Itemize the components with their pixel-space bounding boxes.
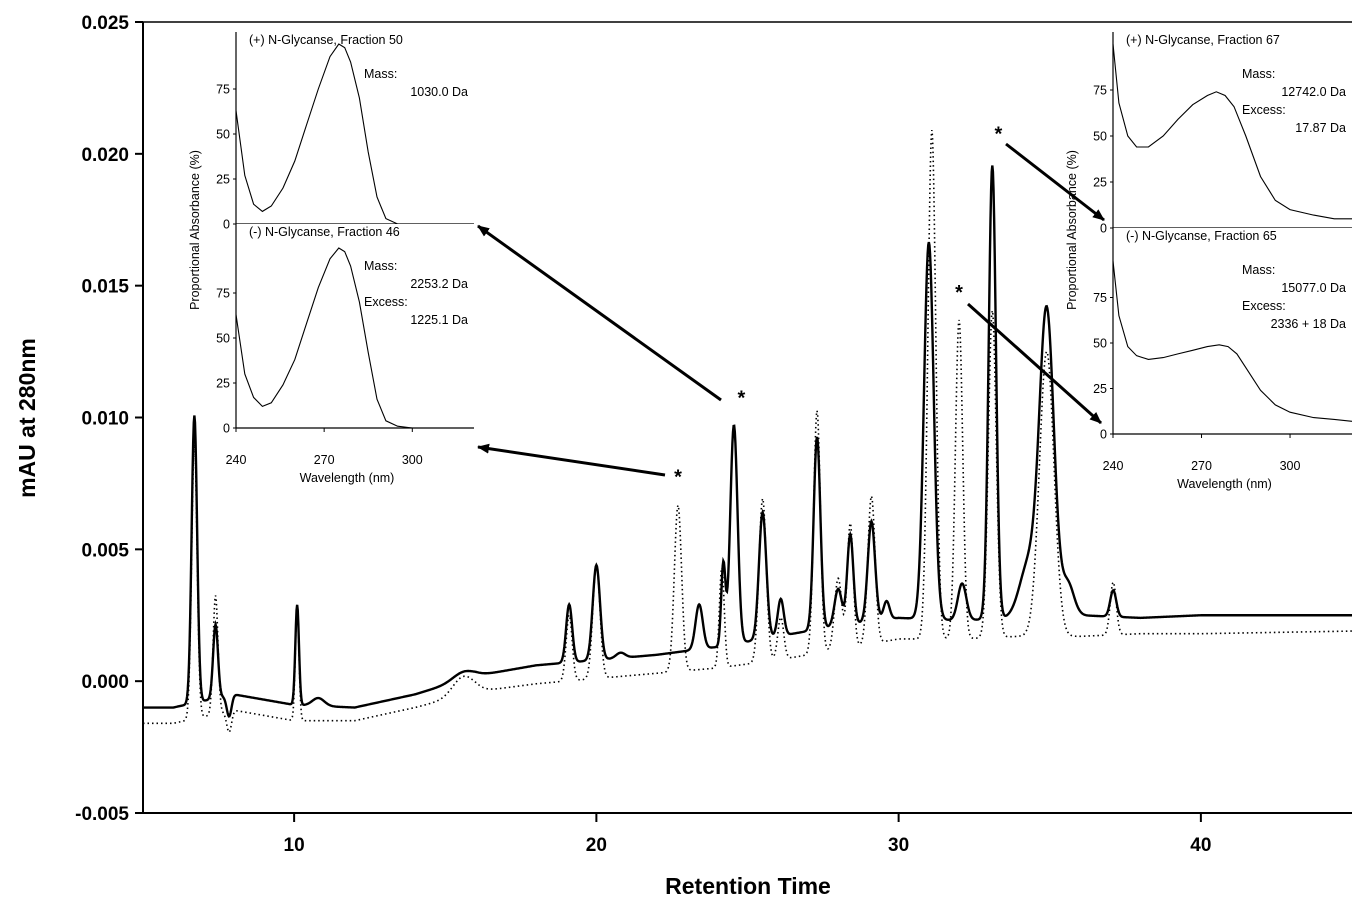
inset-title: (-) N-Glycanse, Fraction 65	[1126, 229, 1277, 243]
inset-x-tick-label: 270	[1191, 459, 1212, 473]
inset-y-tick-label: 25	[1093, 382, 1107, 396]
inset-x-tick-label: 240	[226, 453, 247, 467]
inset-y-tick-label: 0	[1100, 428, 1107, 442]
inset-x-axis-ticks: 240 270 300 Wavelength (nm)	[1103, 434, 1301, 491]
peak-marker-asterisk: *	[955, 282, 963, 304]
peak-marker-asterisk: *	[994, 124, 1002, 146]
y-tick-label: 0.000	[81, 672, 129, 693]
inset-panel: 75 50 25 0 (-) N-Glycanse, Fraction 65 Mass: 1…	[1093, 228, 1352, 442]
inset-x-axis-title: Wavelength (nm)	[300, 471, 395, 485]
inset-y-tick-label: 25	[1093, 176, 1107, 190]
inset-y-tick-label: 50	[216, 332, 230, 346]
inset-annotation-label: Mass:	[364, 67, 397, 81]
inset-panel: 75 50 25 0 (+) N-Glycanse, Fraction 67 Mass: 1…	[1093, 32, 1352, 236]
inset-y-axis-title: Proportional Absorbance (%)	[188, 150, 202, 310]
y-axis-ticks: -0.005 0.000 0.005 0.010 0.015 0.020 0.025	[75, 13, 143, 825]
inset-annotation-label: Excess:	[1242, 299, 1286, 313]
inset-annotation-label: Mass:	[364, 259, 397, 273]
inset-annotation-value: 12742.0 Da	[1281, 85, 1346, 99]
inset-title: (-) N-Glycanse, Fraction 46	[249, 225, 400, 239]
uv-spectra-insets: 75 50 25 0 (+) N-Glycanse, Fraction 50 Mass: 1…	[188, 32, 1352, 491]
inset-annotation-value: 17.87 Da	[1295, 121, 1346, 135]
y-tick-label: 0.020	[81, 145, 129, 166]
series-line-solid	[143, 165, 1352, 718]
inset-y-tick-label: 50	[216, 128, 230, 142]
inset-y-tick-label: 25	[216, 173, 230, 187]
y-tick-label: 0.025	[81, 13, 129, 34]
inset-background	[236, 32, 474, 224]
inset-annotation-value: 15077.0 Da	[1281, 281, 1346, 295]
y-tick-label: 0.015	[81, 277, 129, 298]
arrow-to-fraction-65	[966, 302, 1103, 425]
inset-annotation-label: Excess:	[364, 295, 408, 309]
arrow-to-fraction-46	[477, 443, 666, 477]
inset-spectrum-line	[235, 247, 474, 429]
inset-y-axis-title: Proportional Absorbance (%)	[1065, 150, 1079, 310]
chromatogram-series	[143, 130, 1352, 734]
y-tick-label: 0.005	[81, 540, 129, 561]
inset-spectrum-line	[1112, 43, 1352, 220]
inset-y-tick-label: 75	[1093, 291, 1107, 305]
inset-annotation-label: Mass:	[1242, 263, 1275, 277]
y-tick-label: -0.005	[75, 804, 129, 825]
arrow-to-fraction-67	[1005, 142, 1105, 222]
inset-title: (+) N-Glycanse, Fraction 67	[1126, 33, 1280, 47]
inset-y-tick-label: 0	[1100, 222, 1107, 236]
inset-y-tick-label: 50	[1093, 130, 1107, 144]
inset-panel: 75 50 25 0 (-) N-Glycanse, Fraction 46 Mass: 2…	[216, 224, 474, 436]
x-tick-label: 10	[284, 835, 305, 856]
inset-annotation-label: Mass:	[1242, 67, 1275, 81]
inset-background	[1113, 228, 1352, 434]
inset-spectrum-line	[235, 43, 474, 225]
inset-x-tick-label: 270	[314, 453, 335, 467]
peak-markers: * * * *	[674, 124, 1002, 489]
inset-annotation-label: Excess:	[1242, 103, 1286, 117]
peak-marker-asterisk: *	[674, 466, 682, 488]
inset-y-tick-label: 75	[216, 287, 230, 301]
inset-annotation-value: 2253.2 Da	[410, 277, 468, 291]
inset-x-tick-label: 240	[1103, 459, 1124, 473]
inset-y-tick-label: 75	[216, 83, 230, 97]
inset-spectrum-line	[1112, 261, 1352, 422]
inset-background	[1113, 32, 1352, 228]
inset-y-tick-label: 0	[223, 422, 230, 436]
inset-y-tick-label: 50	[1093, 337, 1107, 351]
y-tick-label: 0.010	[81, 409, 129, 430]
inset-y-tick-label: 75	[1093, 84, 1107, 98]
inset-title: (+) N-Glycanse, Fraction 50	[249, 33, 403, 47]
x-tick-label: 30	[888, 835, 909, 856]
annotation-arrows	[477, 142, 1105, 477]
inset-background	[236, 224, 474, 428]
inset-annotation-value: 2336 + 18 Da	[1271, 317, 1346, 331]
inset-panel: 75 50 25 0 (+) N-Glycanse, Fraction 50 Mass: 1…	[216, 32, 474, 232]
x-tick-label: 20	[586, 835, 607, 856]
x-axis-title: Retention Time	[665, 873, 831, 899]
y-axis-title: mAU at 280nm	[14, 338, 40, 498]
arrow-to-fraction-50	[477, 224, 722, 402]
peak-marker-asterisk: *	[738, 387, 746, 409]
inset-y-tick-label: 0	[223, 218, 230, 232]
inset-x-tick-label: 300	[402, 453, 423, 467]
x-tick-label: 40	[1190, 835, 1211, 856]
inset-x-axis-ticks: 240 270 300 Wavelength (nm)	[226, 428, 423, 485]
inset-annotation-value: 1030.0 Da	[410, 85, 468, 99]
inset-y-tick-label: 25	[216, 377, 230, 391]
inset-annotation-value: 1225.1 Da	[410, 313, 468, 327]
inset-x-axis-title: Wavelength (nm)	[1177, 477, 1272, 491]
inset-x-tick-label: 300	[1280, 459, 1301, 473]
x-axis-ticks: 10 20 30 40	[284, 813, 1211, 856]
